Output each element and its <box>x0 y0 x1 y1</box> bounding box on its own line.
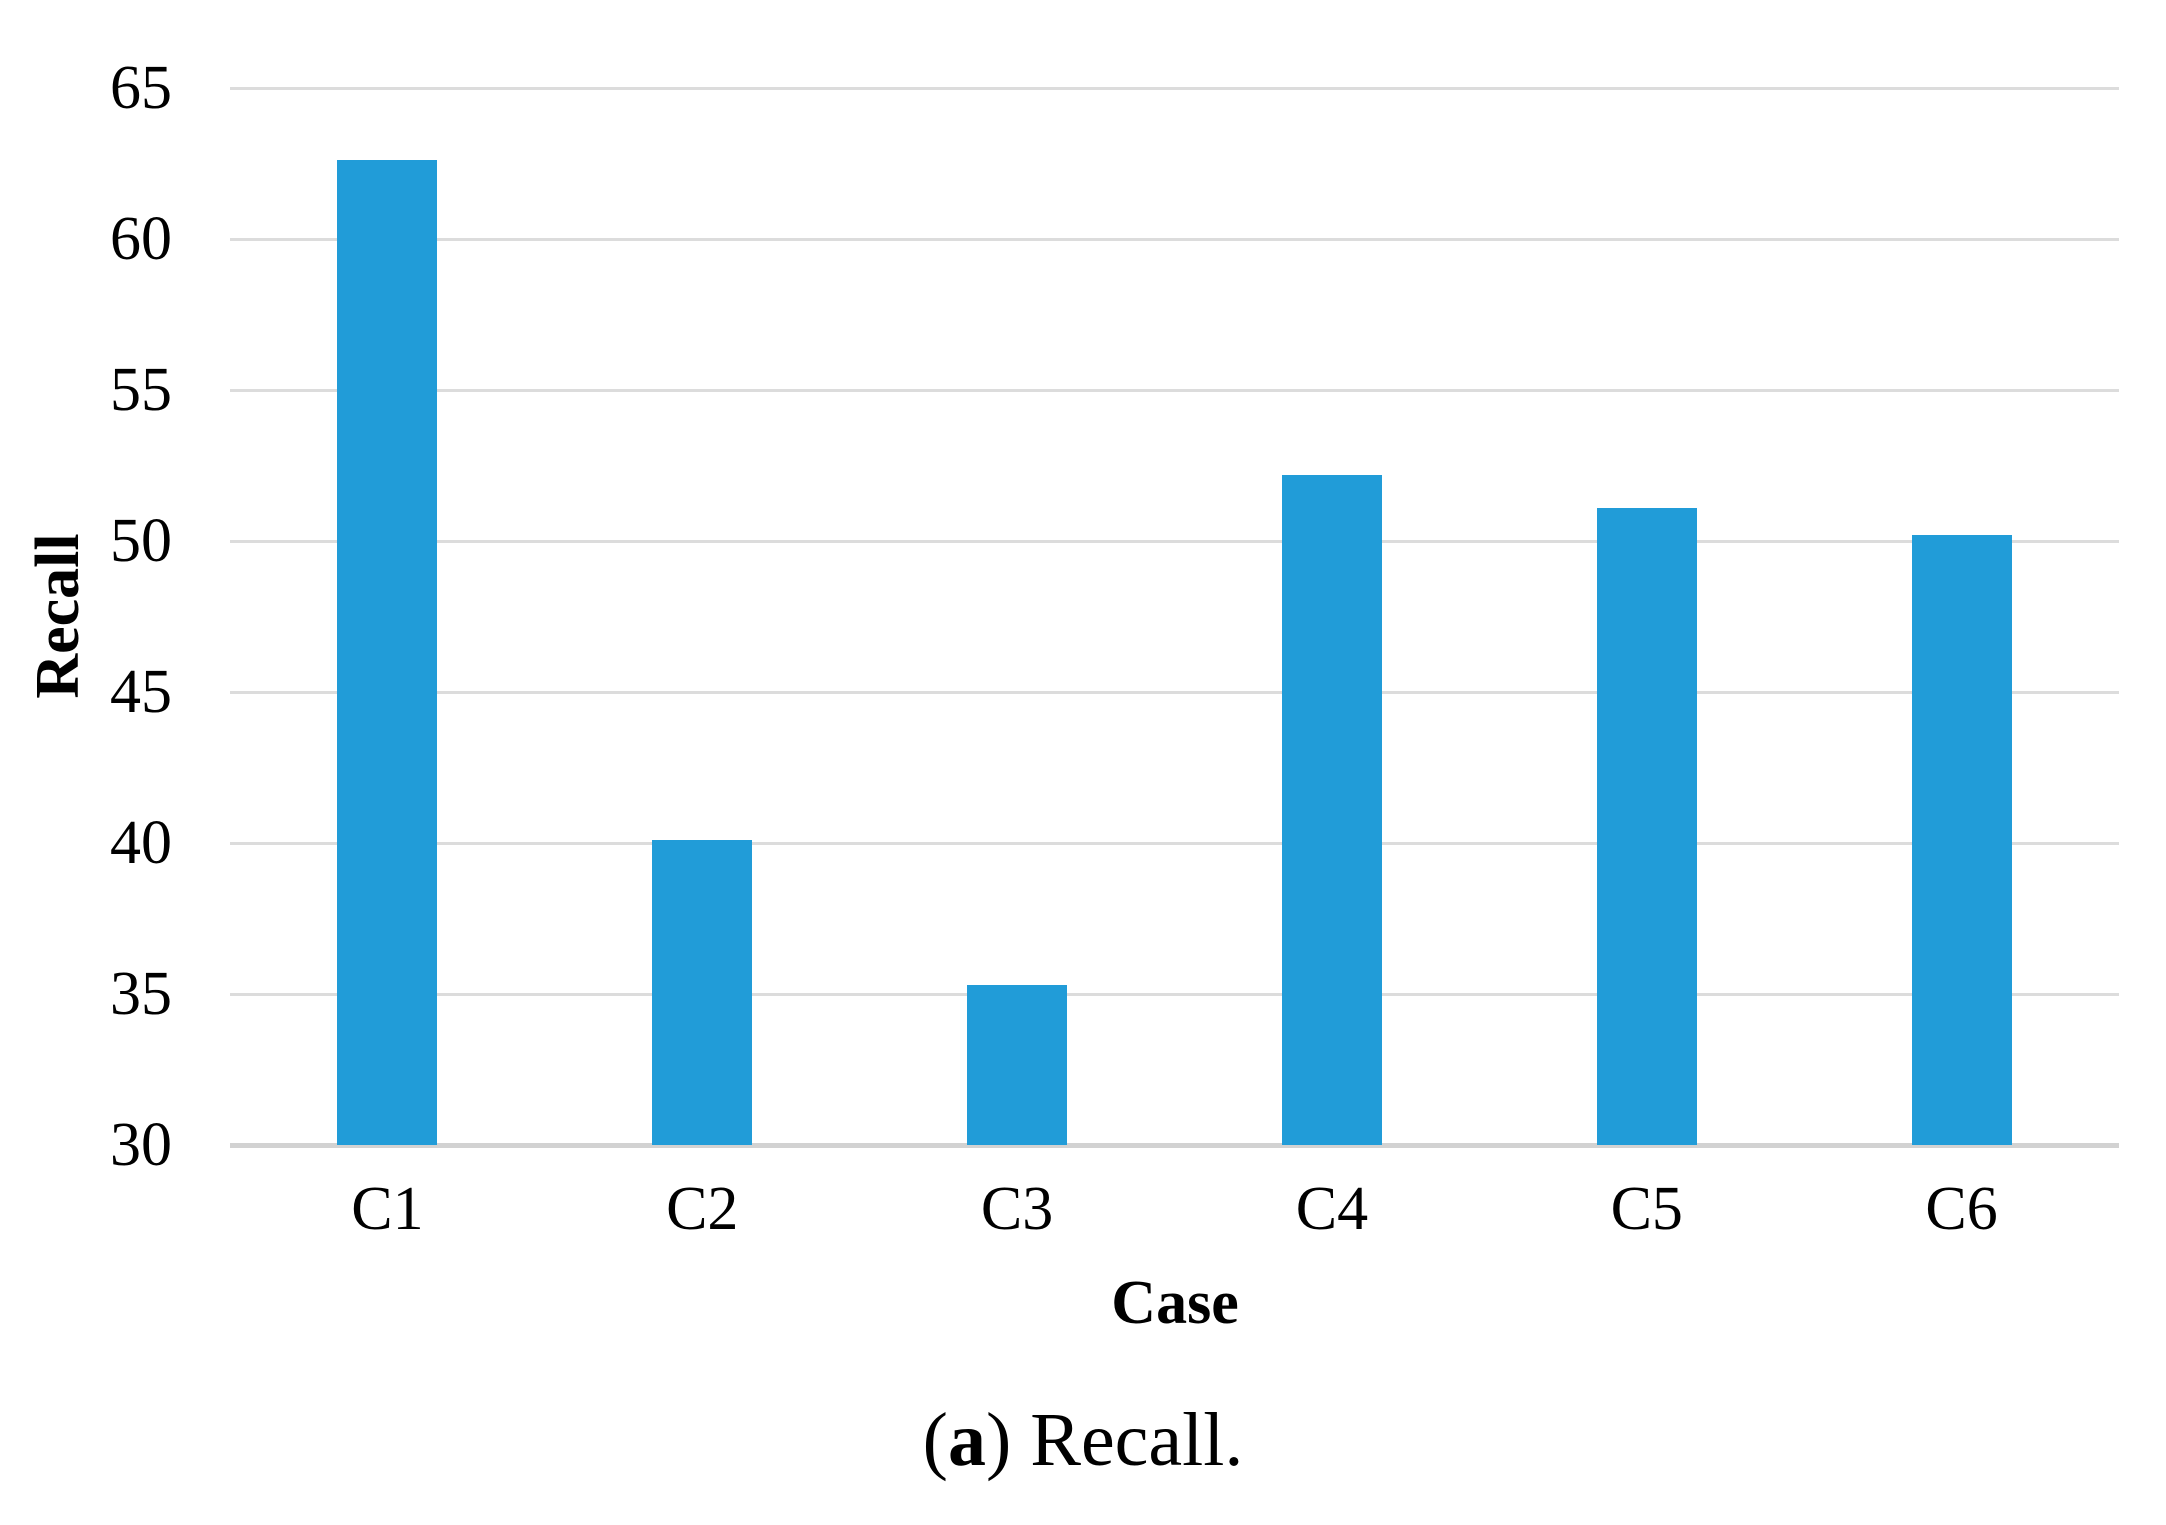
bar-C1 <box>337 160 438 1145</box>
x-tick-label-C2: C2 <box>666 1175 739 1243</box>
figure-caption: (a) Recall. <box>0 1402 2166 1478</box>
y-tick-label-30: 30 <box>110 1111 172 1179</box>
x-tick-label-C6: C6 <box>1925 1175 1998 1243</box>
bar-C6 <box>1911 534 2012 1145</box>
gridline-65 <box>230 86 2119 90</box>
bar-C5 <box>1596 507 1697 1145</box>
y-axis-title: Recall <box>24 533 92 699</box>
caption-paren-open: ( <box>922 1398 948 1482</box>
y-tick-label-55: 55 <box>110 356 172 424</box>
x-tick-label-C5: C5 <box>1610 1175 1683 1243</box>
y-tick-label-40: 40 <box>110 809 172 877</box>
gridline-55 <box>230 388 2119 392</box>
y-tick-label-45: 45 <box>110 658 172 726</box>
gridline-50 <box>230 539 2119 543</box>
y-tick-label-35: 35 <box>110 960 172 1028</box>
x-tick-label-C3: C3 <box>980 1175 1054 1243</box>
bar-C3 <box>967 984 1068 1145</box>
gridline-40 <box>230 841 2119 845</box>
x-tick-label-C1: C1 <box>351 1175 424 1243</box>
gridline-60 <box>230 237 2119 241</box>
bar-C2 <box>652 839 753 1145</box>
x-axis-line <box>230 1142 2119 1148</box>
y-tick-label-50: 50 <box>110 507 172 575</box>
caption-text: ) Recall. <box>985 1398 1244 1482</box>
y-tick-label-65: 65 <box>110 54 172 122</box>
x-axis-title: Case <box>1111 1269 1239 1337</box>
bar-C4 <box>1281 474 1382 1145</box>
gridline-45 <box>230 690 2119 694</box>
y-tick-label-60: 60 <box>110 205 172 273</box>
gridline-35 <box>230 992 2119 996</box>
caption-panel-letter: a <box>947 1398 986 1482</box>
x-tick-label-C4: C4 <box>1295 1175 1369 1243</box>
